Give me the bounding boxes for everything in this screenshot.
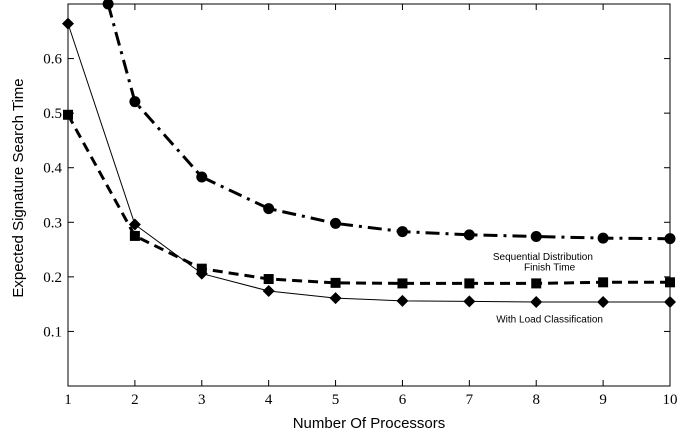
y-tick-label: 0.4 (43, 161, 62, 177)
data-point-sequential-distribution (531, 278, 542, 289)
data-point-sequential-distribution (263, 274, 274, 285)
x-tick-label: 5 (332, 392, 340, 408)
data-point-finish-time (664, 233, 676, 245)
data-point-with-load-classification (262, 285, 275, 298)
data-point-finish-time (102, 0, 114, 10)
data-point-with-load-classification (329, 292, 342, 305)
data-point-with-load-classification (396, 294, 409, 307)
series-line-finish-time (106, 4, 670, 241)
x-tick-label: 8 (532, 392, 540, 408)
x-tick-label: 7 (466, 392, 474, 408)
annotation-sequential-distribution: Sequential Distribution (493, 252, 593, 263)
x-tick-label: 3 (198, 392, 206, 408)
data-point-finish-time (263, 203, 275, 215)
y-tick-label: 0.5 (43, 106, 62, 122)
series-line-sequential-distribution (68, 114, 670, 285)
plot-layer: 1 2 3 4 5 6 7 8 9 10 0.1 0.2 0.3 0.4 0.5 0.6 Finish Time… (43, 0, 678, 408)
data-point-with-load-classification (128, 218, 141, 231)
x-tick-label: 6 (399, 392, 407, 408)
data-point-sequential-distribution (397, 278, 408, 289)
plot-frame (67, 3, 671, 387)
data-point-finish-time (196, 171, 208, 183)
data-point-sequential-distribution (129, 230, 140, 241)
data-point-with-load-classification (597, 295, 610, 308)
x-axis-title: Number Of Processors (293, 415, 446, 432)
annotation-with-load-classification: With Load Classification (496, 314, 603, 325)
data-point-with-load-classification (463, 295, 476, 308)
data-point-sequential-distribution (63, 109, 73, 120)
y-tick-label: 0.3 (43, 215, 62, 231)
data-point-sequential-distribution (330, 277, 341, 288)
data-point-sequential-distribution (464, 278, 475, 289)
x-tick-label: 9 (599, 392, 607, 408)
data-point-sequential-distribution (598, 277, 609, 288)
data-point-finish-time (530, 230, 542, 242)
data-point-sequential-distribution (665, 277, 675, 288)
data-point-finish-time (396, 226, 408, 238)
data-point-with-load-classification (530, 295, 543, 308)
y-tick-label: 0.6 (43, 52, 62, 68)
data-point-with-load-classification (195, 267, 208, 280)
x-tick-label: 10 (663, 392, 678, 408)
x-tick-label: 4 (265, 392, 273, 408)
series-line-with-load-classification (68, 23, 670, 303)
annotation-finish-time: Finish Time (524, 262, 576, 273)
data-point-finish-time (330, 217, 342, 229)
data-point-with-load-classification (664, 295, 676, 308)
x-tick-label: 2 (131, 392, 139, 408)
data-point-finish-time (597, 232, 609, 244)
x-tick-label: 1 (64, 392, 72, 408)
y-tick-label: 0.2 (43, 270, 62, 286)
y-tick-label: 0.1 (43, 324, 62, 340)
y-axis-title: Expected Signature Search Time (10, 78, 27, 297)
data-point-finish-time (129, 96, 141, 108)
data-point-finish-time (463, 229, 475, 241)
data-point-with-load-classification (62, 17, 74, 30)
